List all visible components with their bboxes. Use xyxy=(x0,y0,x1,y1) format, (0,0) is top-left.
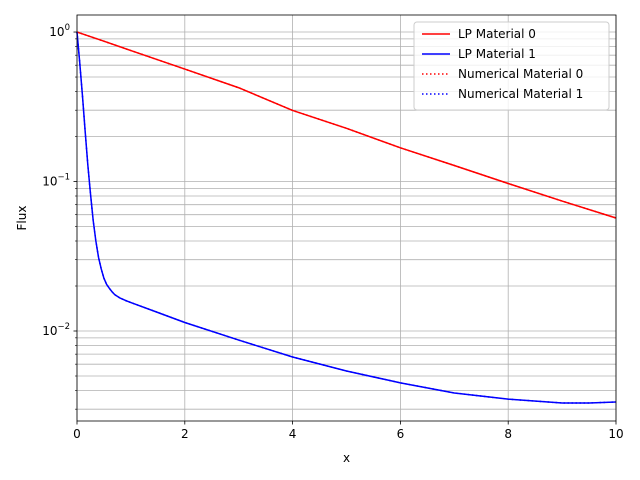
y-tick-label: 10−2 xyxy=(42,322,70,338)
x-tick-label: 0 xyxy=(73,427,81,441)
legend-label: LP Material 1 xyxy=(458,47,536,61)
y-tick-label: 100 xyxy=(49,23,70,39)
x-tick-label: 6 xyxy=(397,427,405,441)
legend: LP Material 0 LP Material 1 Numerical Mate… xyxy=(413,21,610,111)
x-axis-label: x xyxy=(343,451,350,465)
x-tick-label: 2 xyxy=(181,427,189,441)
legend-box xyxy=(413,21,610,111)
x-tick-label: 8 xyxy=(504,427,512,441)
y-axis-label: Flux xyxy=(15,206,29,231)
series-line-4 xyxy=(76,31,617,404)
series-line-3 xyxy=(76,31,617,219)
y-tick-label: 10−1 xyxy=(42,173,70,189)
legend-label: Numerical Material 1 xyxy=(458,87,583,101)
legend-label: Numerical Material 0 xyxy=(458,67,583,81)
axis-ticks: 0 2 4 6 8 10 100 10−1 10−2 xyxy=(42,23,623,441)
series-lines xyxy=(76,31,617,404)
plot-frame xyxy=(76,14,617,422)
x-tick-label: 10 xyxy=(608,427,623,441)
x-tick-label: 4 xyxy=(289,427,297,441)
legend-label: LP Material 0 xyxy=(458,27,536,41)
